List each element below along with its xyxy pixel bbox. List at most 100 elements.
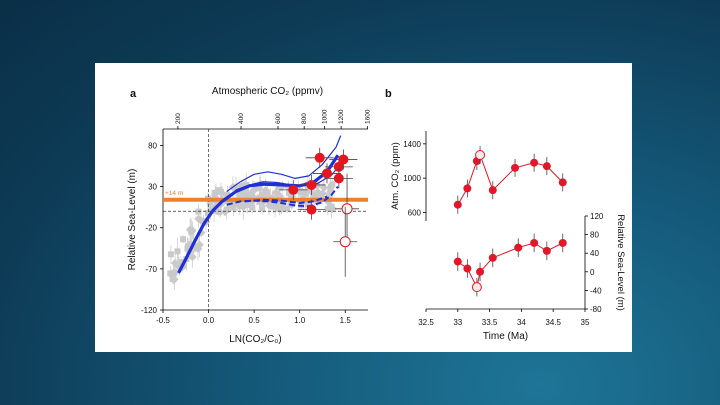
cloud-point — [261, 186, 270, 195]
cloud-point — [249, 204, 256, 211]
top-tick-label: 200 — [175, 113, 182, 124]
x-axis-title: LN(CO₂/C₀) — [229, 334, 281, 345]
cloud-point — [302, 190, 309, 197]
co2-data-point — [530, 158, 539, 167]
y-tick-label: -120 — [141, 306, 158, 315]
sea-level-data-point — [453, 257, 462, 266]
sea-level-data-point — [542, 246, 551, 255]
cloud-point — [326, 190, 333, 197]
cloud-point — [259, 193, 266, 200]
red-data-point — [333, 161, 344, 172]
cloud-point — [169, 275, 176, 282]
sea-level-y-tick-label: -80 — [590, 305, 602, 314]
cloud-point — [271, 188, 281, 197]
cloud-point — [238, 183, 245, 190]
x-tick-label: 0.0 — [203, 316, 215, 325]
cloud-point — [204, 209, 211, 216]
x-tick-label: 1.5 — [340, 316, 352, 325]
cloud-point — [310, 191, 317, 198]
sea-level-y-tick-label: 40 — [590, 249, 599, 258]
sea-level-open-point — [471, 282, 482, 293]
cloud-point — [223, 206, 230, 213]
cloud-point — [235, 201, 245, 211]
cloud-point — [276, 202, 283, 209]
x-tick-label: -0.5 — [156, 316, 170, 325]
sea-level-data-point — [514, 243, 523, 252]
sea-level-curve-dashed — [244, 195, 328, 205]
cloud-point — [276, 184, 283, 191]
top-tick-label: 600 — [275, 113, 282, 124]
sea-level-data-point — [476, 267, 485, 276]
cloud-point — [249, 185, 259, 195]
cloud-point — [304, 201, 311, 208]
cloud-point — [270, 200, 280, 210]
red-data-point — [288, 184, 299, 195]
time-tick-label: 34 — [517, 318, 526, 327]
cloud-point — [286, 190, 293, 197]
cloud-point — [295, 187, 302, 194]
figure-svg: a +14 m -0.5 0.0 0.5 1.0 1.5 LN(CO₂/C₀) 80 30 -20 -… — [127, 86, 626, 345]
panel-b: b 1400 1000 600 Atm. CO₂ (ppm) 120 80 40 0 -40 -80… — [385, 88, 626, 342]
cloud-point — [248, 191, 255, 198]
co2-y-tick-label: 1000 — [403, 174, 421, 183]
cloud-point — [194, 214, 203, 223]
red-data-point — [322, 168, 332, 179]
sea-level-data-point — [488, 253, 497, 262]
cloud-point — [324, 205, 331, 212]
y-axis-title: Relative Sea-Level (m) — [127, 169, 138, 271]
red-data-point — [306, 204, 317, 215]
y-tick-label: -70 — [145, 265, 157, 274]
red-data-point — [306, 179, 317, 190]
top-axis-title: Atmospheric CO₂ (ppmv) — [212, 86, 323, 97]
co2-data-point — [511, 163, 520, 172]
panel-a: a +14 m -0.5 0.0 0.5 1.0 1.5 LN(CO₂/C₀) 80 30 -20 -… — [127, 86, 371, 345]
sea-level-data-point — [558, 238, 567, 247]
co2-data-point — [453, 200, 462, 209]
co2-data-point — [488, 186, 497, 195]
cloud-point — [277, 204, 286, 213]
time-tick-label: 35 — [581, 318, 590, 327]
cloud-point — [171, 269, 178, 276]
y-tick-label: 30 — [148, 183, 157, 192]
cloud-point — [245, 192, 252, 199]
time-tick-label: 33 — [453, 318, 462, 327]
reference-line-label: +14 m — [165, 190, 183, 197]
time-tick-label: 33.5 — [482, 318, 498, 327]
figure-panel: a +14 m -0.5 0.0 0.5 1.0 1.5 LN(CO₂/C₀) 80 30 -20 -… — [95, 63, 632, 352]
time-axis-title: Time (Ma) — [483, 331, 528, 342]
open-data-point — [341, 203, 353, 215]
co2-data-point — [542, 162, 551, 171]
top-tick-label: 800 — [301, 113, 308, 124]
cloud-point — [284, 205, 291, 212]
x-tick-label: 0.5 — [249, 316, 261, 325]
top-tick-label: 1000 — [322, 109, 329, 124]
co2-data-point — [558, 178, 567, 187]
cloud-point — [319, 183, 329, 192]
sea-level-y-tick-label: 80 — [590, 231, 599, 240]
sea-level-data-point — [530, 238, 539, 247]
cloud-point — [244, 199, 251, 206]
top-tick-label: 1600 — [364, 109, 371, 124]
red-data-point — [333, 173, 344, 184]
co2-y-tick-label: 1400 — [403, 140, 421, 149]
sea-level-y-tick-label: 0 — [590, 268, 595, 277]
sea-level-y-tick-label: -40 — [590, 286, 602, 295]
panel-b-label: b — [385, 88, 392, 100]
x-tick-label: 1.0 — [294, 316, 306, 325]
sea-level-y-axis-title: Relative Sea-Level (m) — [615, 214, 626, 311]
y-tick-label: -20 — [145, 224, 157, 233]
cloud-point — [230, 204, 237, 211]
co2-y-tick-label: 600 — [408, 208, 422, 217]
cloud-point — [215, 208, 222, 215]
time-tick-label: 34.5 — [545, 318, 561, 327]
sea-level-y-tick-label: 120 — [590, 212, 604, 221]
red-data-point — [338, 154, 349, 165]
cloud-point — [177, 259, 184, 266]
open-data-point — [339, 236, 351, 248]
cloud-point — [167, 270, 174, 277]
cloud-point — [329, 181, 336, 188]
cloud-point — [238, 188, 245, 195]
sea-level-curve-thin — [226, 135, 342, 192]
cloud-point — [259, 205, 266, 212]
